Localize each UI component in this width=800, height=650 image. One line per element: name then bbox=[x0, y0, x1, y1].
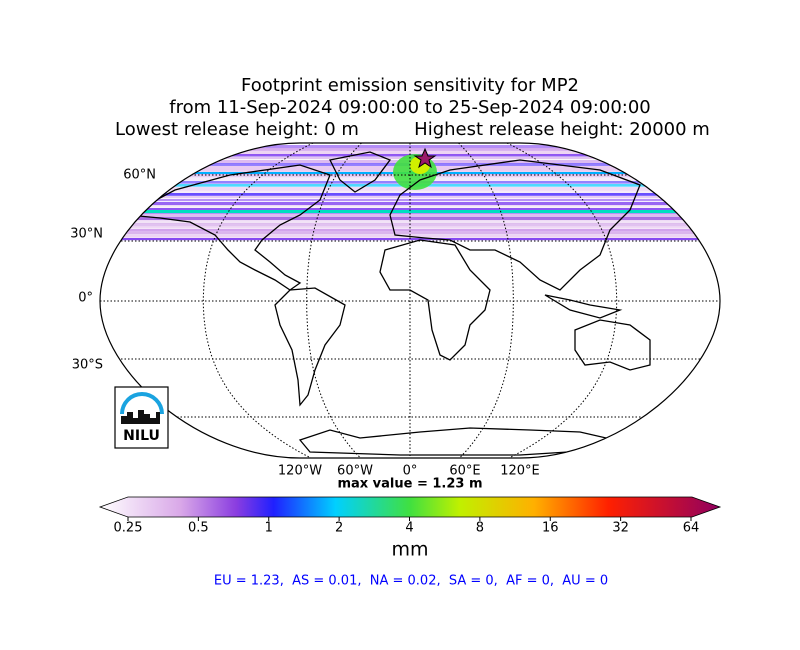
footprint-band bbox=[100, 208, 720, 211]
footprint-band bbox=[100, 210, 720, 213]
footprint-band bbox=[100, 196, 720, 199]
colorbar-tick-label: 2 bbox=[335, 521, 343, 536]
colorbar-tick-label: 0.5 bbox=[188, 521, 209, 536]
lat-label: 30°N bbox=[70, 227, 103, 242]
colorbar-tick-label: 64 bbox=[683, 521, 700, 536]
lon-labels: 120°W 60°W 0° 60°E 120°E bbox=[278, 464, 540, 479]
logo-text: NILU bbox=[123, 428, 160, 444]
title: Footprint emission sensitivity for MP2 bbox=[241, 75, 579, 96]
footprint-band bbox=[100, 229, 720, 232]
colorbar-tick-label: 1 bbox=[265, 521, 273, 536]
lon-label: 60°E bbox=[449, 464, 480, 479]
colorbar-tick-label: 0.25 bbox=[114, 521, 143, 536]
map-border bbox=[99, 142, 721, 459]
logo: NILU bbox=[114, 386, 169, 449]
title: Lowest release height: 0 m bbox=[115, 119, 359, 140]
colorbar-tick-label: 8 bbox=[476, 521, 484, 536]
title: Highest release height: 20000 m bbox=[414, 119, 710, 140]
region-summary: EU = 1.23, AS = 0.01, NA = 0.02, SA = 0,… bbox=[214, 574, 608, 589]
meridian bbox=[458, 143, 514, 458]
lon-label: 120°E bbox=[500, 464, 540, 479]
footprint-band bbox=[100, 217, 720, 221]
lat-label: 60°N bbox=[123, 168, 156, 183]
footprint-band bbox=[100, 232, 720, 235]
lat-labels: 60°N 30°N 0° 30°S bbox=[70, 168, 156, 373]
release-star bbox=[413, 147, 437, 169]
colorbar-tick-label: 32 bbox=[612, 521, 629, 536]
meridian bbox=[202, 143, 314, 458]
footprint-band bbox=[100, 151, 720, 155]
footprint-band bbox=[100, 214, 720, 218]
lat-label: 0° bbox=[78, 291, 93, 306]
max-value: max value = 1.23 m bbox=[337, 477, 482, 492]
footprint-band bbox=[100, 148, 720, 151]
meridian bbox=[506, 143, 618, 458]
lon-label: 120°W bbox=[278, 464, 322, 479]
footprint-band bbox=[100, 238, 720, 241]
graticule bbox=[100, 143, 720, 458]
lat-label: 30°S bbox=[72, 358, 103, 373]
title: from 11-Sep-2024 09:00:00 to 25-Sep-2024… bbox=[169, 97, 651, 118]
logo-arc bbox=[120, 392, 164, 415]
colorbar-tick-label: 4 bbox=[405, 521, 413, 536]
colorbar: 0.25 0.5 1 2 4 8 16 32 64 mm bbox=[98, 496, 722, 561]
lon-label: 0° bbox=[403, 464, 418, 479]
coastlines bbox=[125, 151, 651, 456]
colorbar-ticks: 0.25 0.5 1 2 4 8 16 32 64 bbox=[114, 517, 700, 536]
colorbar-tick-label: 16 bbox=[542, 521, 559, 536]
colorbar-unit: mm bbox=[391, 539, 428, 561]
footprint-band bbox=[100, 193, 720, 196]
footprint-band bbox=[100, 220, 720, 224]
meridian bbox=[306, 143, 362, 458]
footprint-band bbox=[100, 190, 720, 193]
logo-skyline bbox=[121, 410, 160, 424]
lon-label: 60°W bbox=[337, 464, 373, 479]
colorbar-bar bbox=[98, 496, 722, 518]
map bbox=[100, 143, 720, 458]
